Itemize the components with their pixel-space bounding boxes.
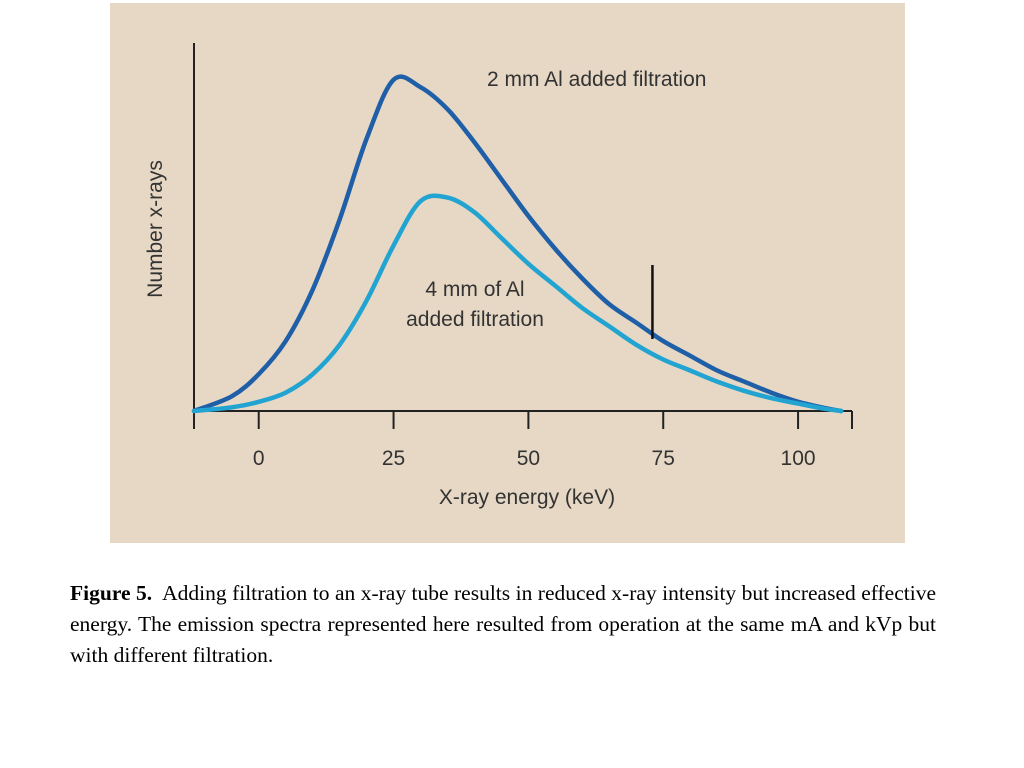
figure-caption: Figure 5. Adding filtration to an x-ray t… [70, 578, 936, 671]
annotation-2mm: 2 mm Al added filtration [487, 68, 706, 91]
ticks-layer: 0 25 50 75 100 [253, 411, 853, 470]
series-line-2 [191, 193, 844, 414]
annotation-4mm-line: added filtration [406, 308, 544, 331]
chart-axes [193, 43, 852, 429]
x-tick-label: 100 [781, 447, 816, 470]
x-axis-title: X-ray energy (keV) [439, 486, 615, 509]
annotation-layer: 2 mm Al added filtration 4 mm of Al added … [406, 68, 706, 331]
x-tick-label: 25 [382, 447, 405, 470]
caption-text: Adding filtration to an x-ray tube resul… [70, 581, 936, 667]
x-tick-label: 0 [253, 447, 265, 470]
series-layer [191, 74, 844, 414]
y-axis-title: Number x-rays [144, 160, 167, 298]
caption-label: Figure 5. [70, 581, 153, 605]
x-tick-label: 50 [517, 447, 540, 470]
series-line-1 [191, 74, 844, 414]
annotation-4mm: 4 mm of Al added filtration [406, 278, 544, 331]
spectrum-chart: 0 25 50 75 100 2 mm Al added filtration 4 mm … [144, 43, 853, 509]
annotation-4mm-line: 4 mm of Al [425, 278, 524, 301]
x-tick-label: 75 [652, 447, 675, 470]
figure-panel: 0 25 50 75 100 2 mm Al added filtration 4 mm … [110, 3, 905, 543]
